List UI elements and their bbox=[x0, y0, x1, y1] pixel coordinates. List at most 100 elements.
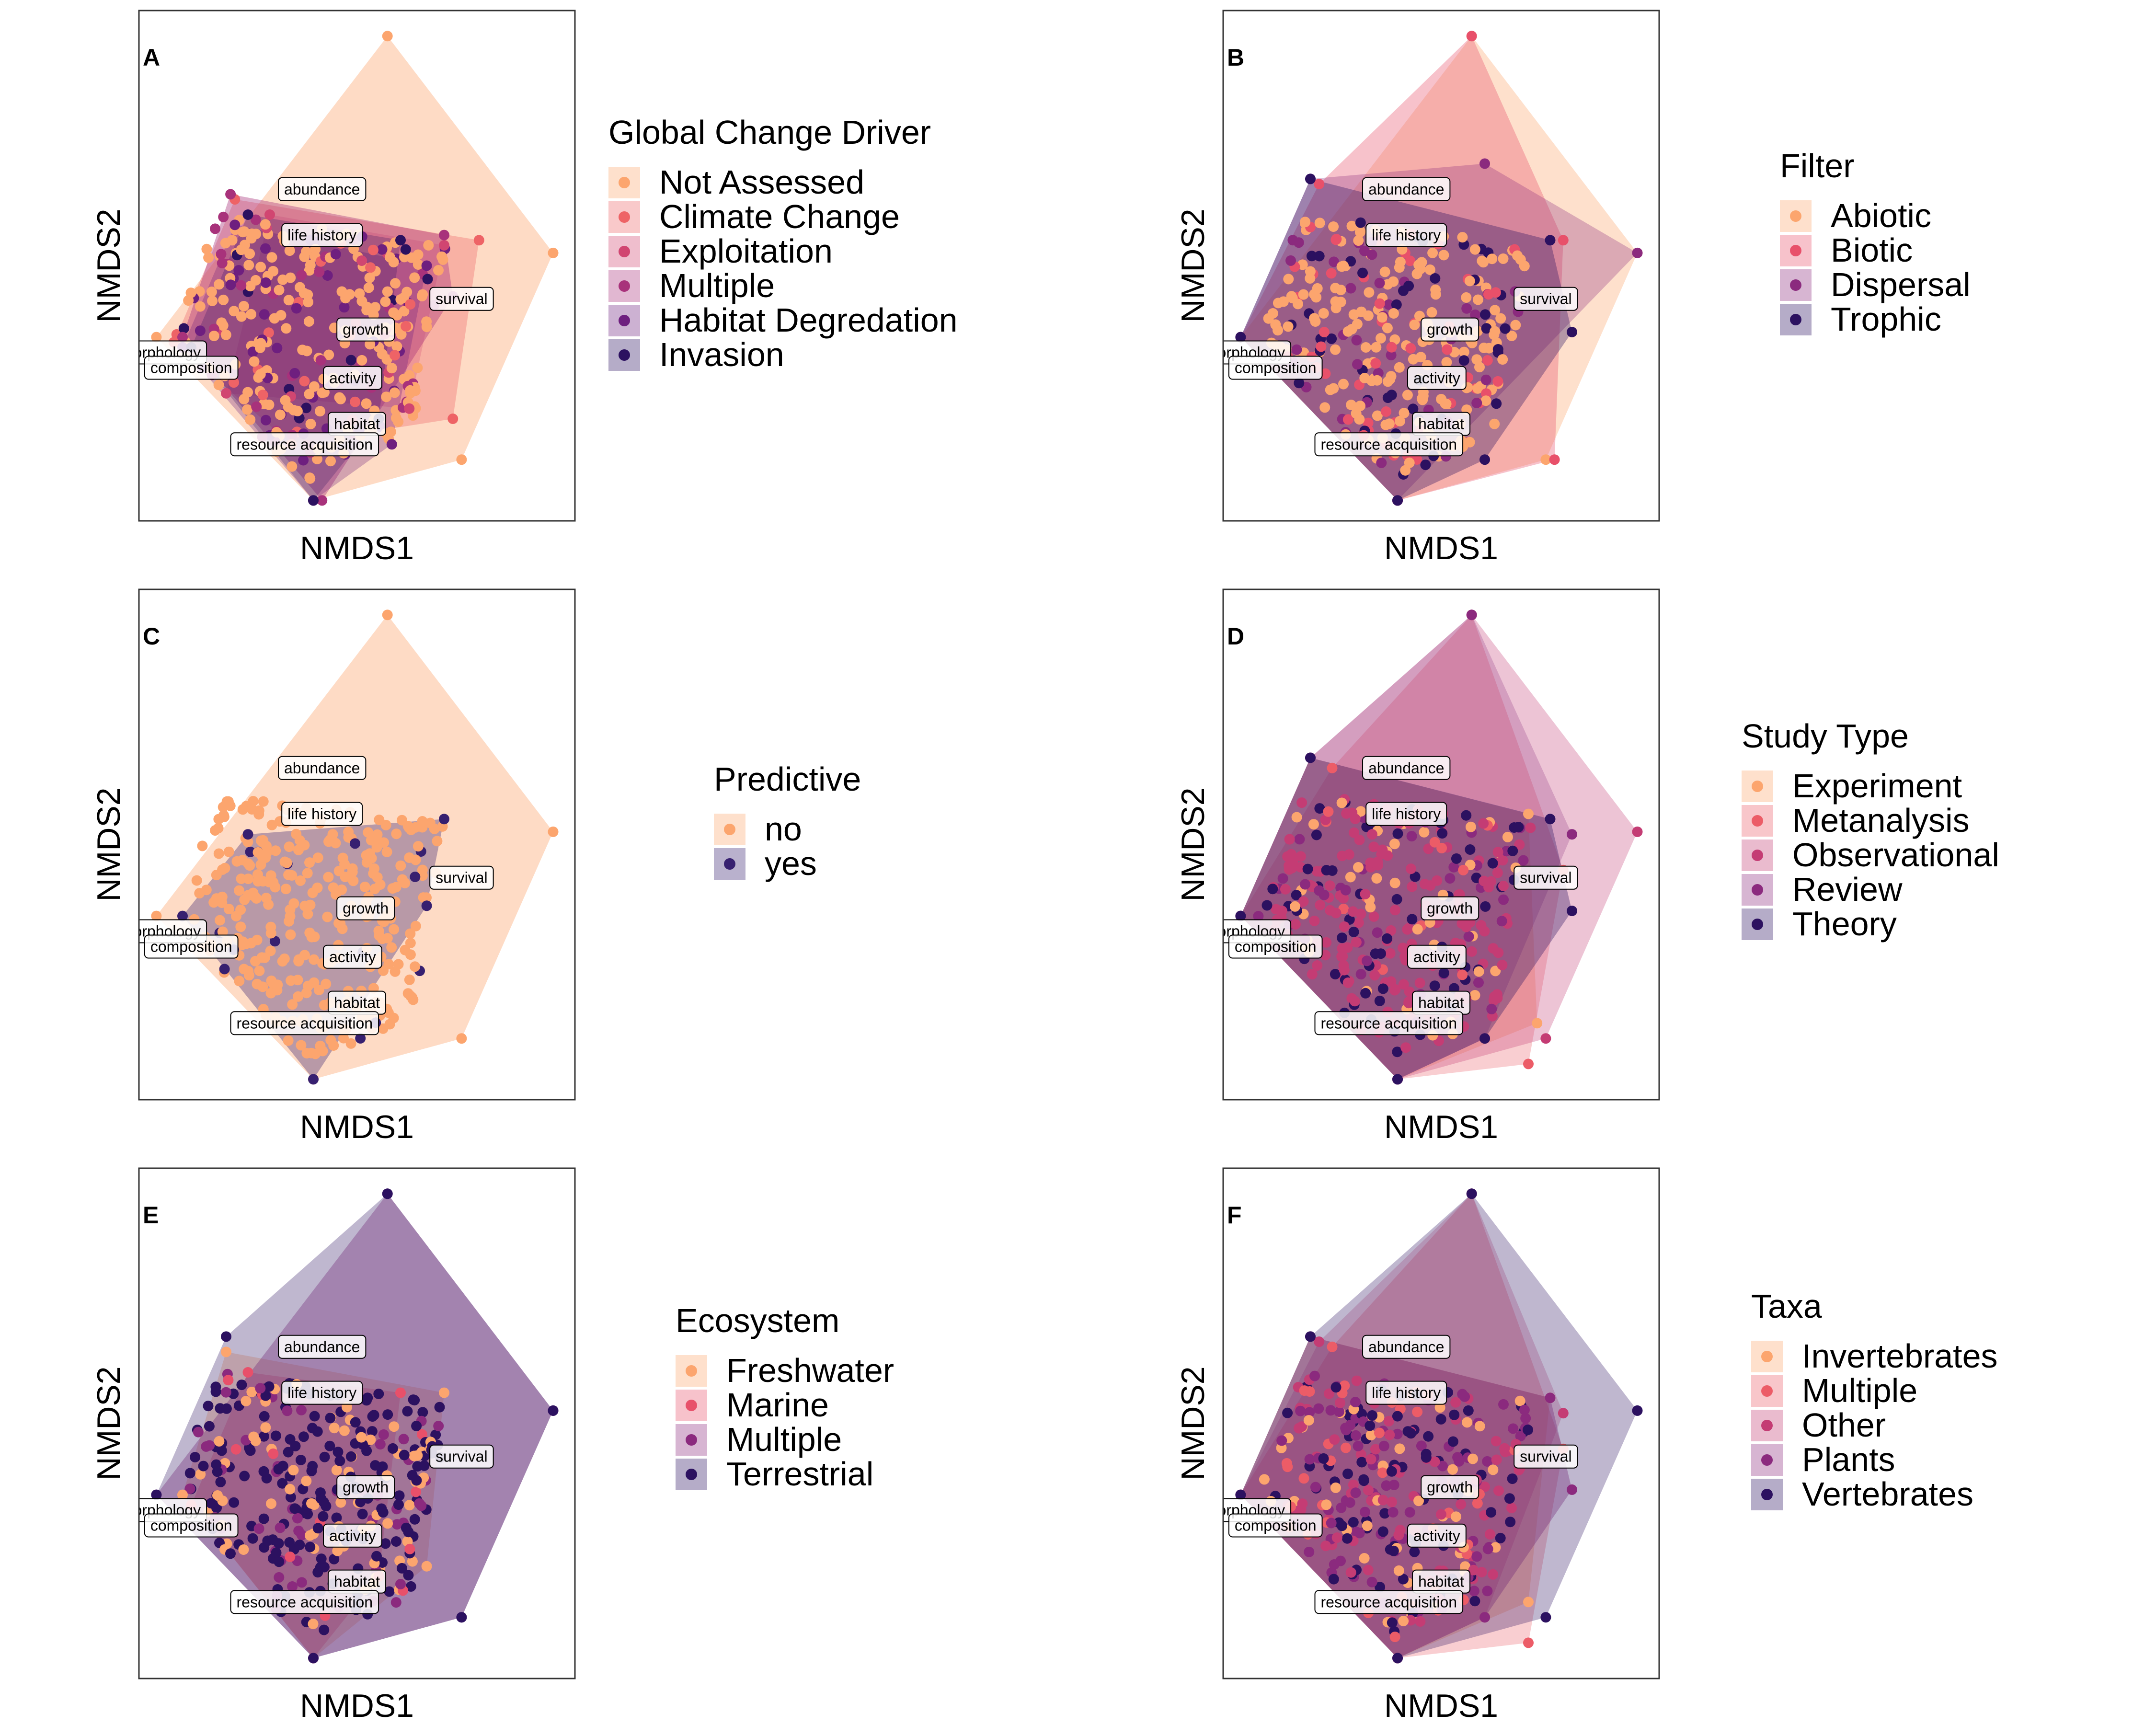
data-point bbox=[380, 1538, 391, 1549]
trait-label: abundance bbox=[1362, 1334, 1451, 1359]
legend-label: Trophic bbox=[1831, 300, 1941, 338]
data-point bbox=[1293, 299, 1303, 310]
data-point bbox=[340, 872, 351, 883]
data-point bbox=[1418, 391, 1429, 402]
data-point bbox=[284, 245, 295, 256]
data-point bbox=[269, 313, 280, 324]
data-point bbox=[308, 1653, 319, 1664]
data-point bbox=[198, 1460, 209, 1472]
data-point bbox=[1502, 831, 1513, 842]
data-point bbox=[473, 235, 484, 246]
data-point bbox=[1394, 1443, 1405, 1454]
data-point bbox=[1389, 877, 1400, 888]
data-point bbox=[260, 243, 271, 254]
trait-label: composition bbox=[1228, 934, 1323, 959]
data-point bbox=[1507, 845, 1518, 856]
data-point bbox=[1632, 1405, 1643, 1416]
legend: Study Type ExperimentMetanalysisObservati… bbox=[1742, 717, 1999, 943]
data-point bbox=[1490, 305, 1501, 316]
data-point bbox=[1493, 947, 1504, 958]
data-point bbox=[250, 275, 261, 286]
data-point bbox=[1545, 235, 1556, 246]
svg-text:growth: growth bbox=[343, 1479, 389, 1496]
data-point bbox=[1381, 1480, 1392, 1491]
data-point bbox=[263, 327, 274, 338]
data-point bbox=[1375, 1582, 1386, 1593]
data-point bbox=[382, 1409, 393, 1420]
data-point bbox=[259, 309, 270, 320]
data-point bbox=[1323, 806, 1334, 817]
data-point bbox=[1438, 967, 1449, 978]
data-point bbox=[218, 294, 229, 305]
data-point bbox=[1253, 911, 1264, 921]
data-point bbox=[195, 325, 206, 336]
data-point bbox=[1367, 1410, 1377, 1421]
data-point bbox=[1280, 884, 1291, 895]
trait-label: life history bbox=[281, 223, 363, 247]
data-point bbox=[220, 329, 231, 340]
data-point bbox=[417, 822, 428, 833]
data-point bbox=[396, 329, 407, 340]
data-point bbox=[1473, 977, 1484, 988]
data-point bbox=[1419, 879, 1430, 889]
data-point bbox=[1267, 884, 1278, 895]
data-point bbox=[417, 289, 428, 300]
data-point bbox=[1321, 937, 1332, 948]
data-point bbox=[1285, 255, 1296, 266]
data-point bbox=[1370, 358, 1381, 369]
data-point bbox=[1479, 1481, 1490, 1492]
trait-label: growth bbox=[336, 896, 395, 920]
svg-text:growth: growth bbox=[343, 900, 389, 917]
data-point bbox=[1496, 916, 1507, 927]
legend-label: Abiotic bbox=[1831, 197, 1931, 234]
data-point bbox=[219, 964, 230, 975]
trait-label: resource acquisition bbox=[1314, 432, 1464, 457]
data-point bbox=[1391, 299, 1402, 310]
data-point bbox=[270, 1430, 281, 1441]
data-point bbox=[1366, 1576, 1377, 1587]
data-point bbox=[1462, 1417, 1473, 1428]
data-point bbox=[1345, 1567, 1356, 1578]
data-point bbox=[378, 1429, 389, 1440]
data-point bbox=[337, 923, 348, 934]
data-point bbox=[1558, 235, 1569, 246]
data-point bbox=[1414, 978, 1425, 989]
legend-title: Ecosystem bbox=[676, 1302, 839, 1339]
data-point bbox=[1356, 306, 1367, 317]
data-point bbox=[309, 954, 320, 965]
data-point bbox=[1354, 1528, 1365, 1539]
data-point bbox=[1468, 1453, 1478, 1464]
data-point bbox=[1469, 244, 1480, 255]
data-point bbox=[184, 1484, 195, 1494]
data-point bbox=[332, 1545, 343, 1556]
data-point bbox=[1515, 1431, 1526, 1442]
data-point bbox=[1360, 888, 1371, 899]
data-point bbox=[1398, 979, 1409, 990]
data-point bbox=[1386, 390, 1397, 401]
data-point bbox=[1345, 872, 1356, 883]
data-point bbox=[1506, 331, 1517, 341]
data-point bbox=[1283, 321, 1294, 332]
data-point bbox=[296, 1577, 307, 1588]
data-point bbox=[410, 961, 421, 972]
data-point bbox=[1402, 1426, 1413, 1437]
data-point bbox=[269, 936, 280, 947]
data-point bbox=[218, 211, 229, 222]
data-point bbox=[1300, 879, 1310, 890]
data-point bbox=[1447, 1436, 1458, 1447]
data-point bbox=[309, 932, 320, 943]
trait-label: resource acquisition bbox=[1314, 1011, 1464, 1035]
data-point bbox=[204, 1440, 215, 1451]
data-point bbox=[1406, 863, 1416, 874]
data-point bbox=[217, 926, 228, 937]
data-point bbox=[1497, 959, 1508, 970]
data-point bbox=[258, 1513, 269, 1524]
data-point bbox=[329, 1423, 340, 1434]
data-point bbox=[1447, 1464, 1458, 1475]
data-point bbox=[1508, 1423, 1519, 1434]
trait-label: composition bbox=[144, 356, 239, 380]
data-point bbox=[1392, 1653, 1403, 1664]
data-point bbox=[312, 1567, 323, 1578]
